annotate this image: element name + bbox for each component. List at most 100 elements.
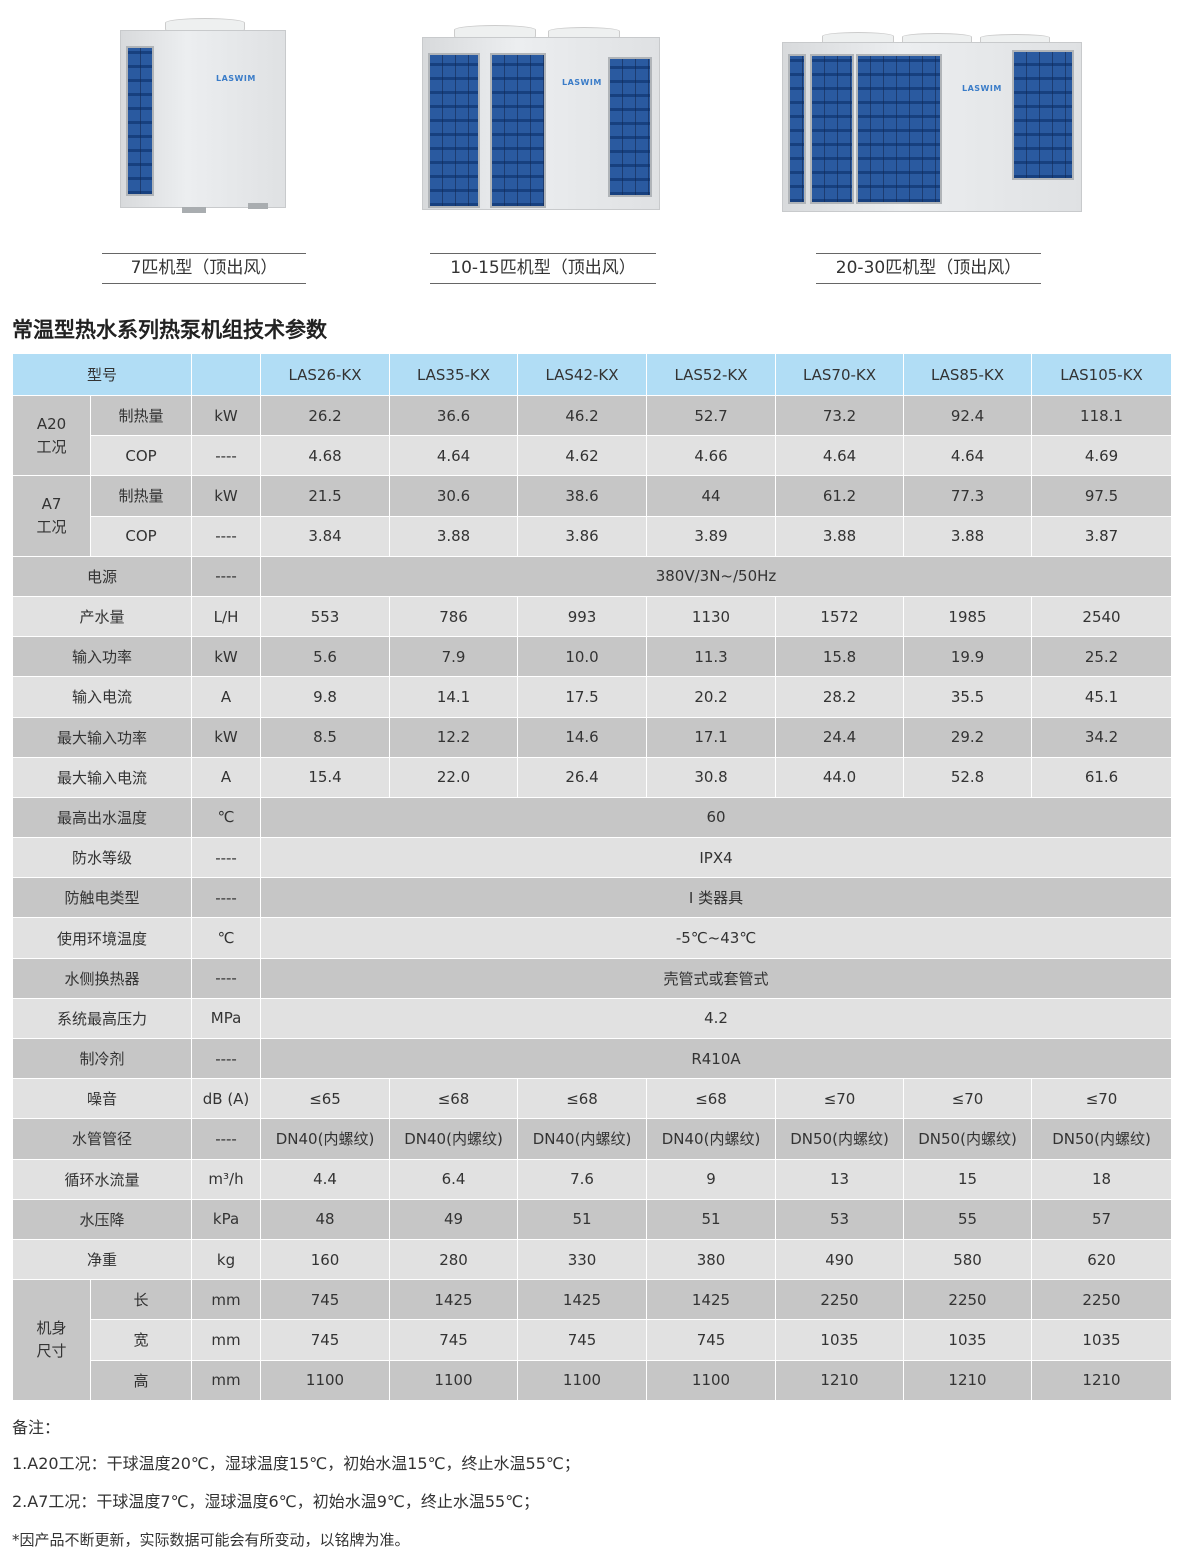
row-value: 25.2 (1031, 636, 1173, 678)
row-value: 1210 (775, 1359, 905, 1401)
row-value: 1210 (903, 1359, 1033, 1401)
row-value: ≤70 (903, 1078, 1033, 1120)
row-value: 12.2 (389, 716, 519, 758)
table-row: 使用环境温度 ℃ -5℃~43℃ (11, 917, 1173, 959)
table-row: COP ---- 4.68 4.64 4.62 4.66 4.64 4.64 4.69 (13, 435, 1173, 477)
brand-logo: LASWIM (962, 84, 1002, 93)
row-unit: ℃ (191, 796, 262, 839)
row-unit: ℃ (191, 917, 262, 959)
row-value: 2250 (1031, 1279, 1173, 1321)
row-value-merged: 60 (260, 796, 1173, 839)
group-label-line: A7 (41, 495, 62, 514)
row-label: 防水等级 (11, 837, 193, 879)
row-unit: dB (A) (191, 1078, 262, 1120)
row-value: 44.0 (775, 756, 905, 798)
table-row: 机身 尺寸长 mm 745 1425 1425 1425 2250 2250 2250 (12, 1279, 1173, 1401)
row-value: 49 (389, 1198, 519, 1240)
table-row: 防触电类型 ---- I 类器具 (11, 877, 1173, 919)
row-label: 水侧换热器 (11, 957, 193, 999)
row-label: 系统最高压力 (11, 997, 193, 1040)
row-value: 77.3 (903, 475, 1033, 517)
row-value: DN40(内螺纹) (646, 1118, 777, 1160)
unit-foot (182, 207, 206, 213)
row-value: 52.7 (646, 394, 777, 437)
row-unit: ---- (191, 1037, 262, 1080)
row-value: 553 (260, 595, 391, 638)
row-value: DN40(内螺纹) (389, 1118, 519, 1160)
row-value: 51 (517, 1198, 648, 1240)
row-value: 1425 (517, 1279, 648, 1321)
row-value: 4.69 (1031, 435, 1173, 477)
product-caption-7hp: 7匹机型（顶出风） (102, 253, 306, 284)
row-value: 3.88 (903, 515, 1033, 557)
row-value: 17.1 (646, 716, 777, 758)
row-value: 745 (260, 1319, 391, 1361)
row-value: 1035 (775, 1319, 905, 1361)
table-row: 最大输入电流 A 15.4 22.0 26.4 30.8 44.0 52.8 61.6 (11, 756, 1173, 798)
row-value: 92.4 (903, 394, 1033, 437)
row-unit: A (191, 676, 262, 718)
row-value: 4.4 (260, 1158, 391, 1200)
row-value: DN50(内螺纹) (775, 1118, 905, 1160)
row-group-label: A7 工况 (12, 475, 91, 557)
table-row: A7 工况 制热量 kW 21.5 30.6 38.6 44 61.2 77.3 97.5 (12, 475, 1173, 557)
row-value: 18 (1031, 1158, 1173, 1200)
row-label: 使用环境温度 (11, 917, 193, 959)
table-row: 制冷剂 ---- R410A (11, 1037, 1173, 1080)
table-row: 系统最高压力 MPa 4.2 (11, 997, 1173, 1040)
row-value: DN50(内螺纹) (903, 1118, 1033, 1160)
row-value: DN50(内螺纹) (1031, 1118, 1173, 1160)
row-value: 4.62 (517, 435, 648, 477)
row-value: 52.8 (903, 756, 1033, 798)
row-unit: kW (191, 394, 262, 437)
row-value: 45.1 (1031, 676, 1173, 718)
row-label: 输入功率 (11, 636, 193, 678)
row-unit: A (191, 756, 262, 798)
coil-panel (490, 53, 546, 208)
row-unit: kW (191, 475, 262, 517)
unit-foot (248, 203, 268, 209)
coil-panel (856, 54, 942, 204)
row-label: 水压降 (11, 1198, 193, 1240)
row-value: 11.3 (646, 636, 777, 678)
row-value: 61.6 (1031, 756, 1173, 798)
table-row: 噪音 dB (A) ≤65 ≤68 ≤68 ≤68 ≤70 ≤70 ≤70 (11, 1078, 1173, 1120)
row-value-merged: 380V/3N~/50Hz (260, 555, 1173, 597)
row-value: ≤70 (1031, 1078, 1173, 1120)
row-value: 1100 (389, 1359, 519, 1401)
row-value: 3.84 (260, 515, 391, 557)
row-value: 9 (646, 1158, 777, 1200)
row-value: 745 (517, 1319, 648, 1361)
row-unit: L/H (191, 595, 262, 638)
row-value: 4.64 (389, 435, 519, 477)
row-value: 10.0 (517, 636, 648, 678)
row-value-merged: I 类器具 (260, 877, 1173, 919)
row-unit: kg (191, 1238, 262, 1281)
group-label-line: A20 (36, 414, 67, 433)
row-value-merged: R410A (260, 1037, 1173, 1080)
group-label-line: 机身 (36, 1318, 67, 1337)
row-value: 21.5 (260, 475, 391, 517)
header-model: LAS105-KX (1031, 353, 1173, 396)
row-unit: kW (191, 636, 262, 678)
brand-logo: LASWIM (216, 74, 256, 83)
page-title: 常温型热水系列热泵机组技术参数 (12, 318, 327, 342)
note-a7: 2.A7工况：干球温度7℃，湿球温度6℃，初始水温9℃，终止水温55℃； (12, 1492, 540, 1511)
row-unit: ---- (191, 957, 262, 999)
row-value: 30.8 (646, 756, 777, 798)
row-value: 4.68 (260, 435, 391, 477)
row-value: 3.87 (1031, 515, 1173, 557)
row-value: 1130 (646, 595, 777, 638)
row-label: 宽 (89, 1319, 193, 1361)
row-value: 28.2 (775, 676, 905, 718)
row-value: 3.88 (389, 515, 519, 557)
row-unit: kW (191, 716, 262, 758)
row-value: 53 (775, 1198, 905, 1240)
notes-heading: 备注： (12, 1418, 61, 1437)
header-model: LAS70-KX (775, 353, 905, 396)
row-value: 2250 (775, 1279, 905, 1321)
row-value: 1100 (260, 1359, 391, 1401)
row-value: 993 (517, 595, 648, 638)
group-label-line: 工况 (36, 518, 67, 537)
notes: 备注： 1.A20工况：干球温度20℃，湿球温度15℃，初始水温15℃，终止水温… (12, 1416, 580, 1566)
